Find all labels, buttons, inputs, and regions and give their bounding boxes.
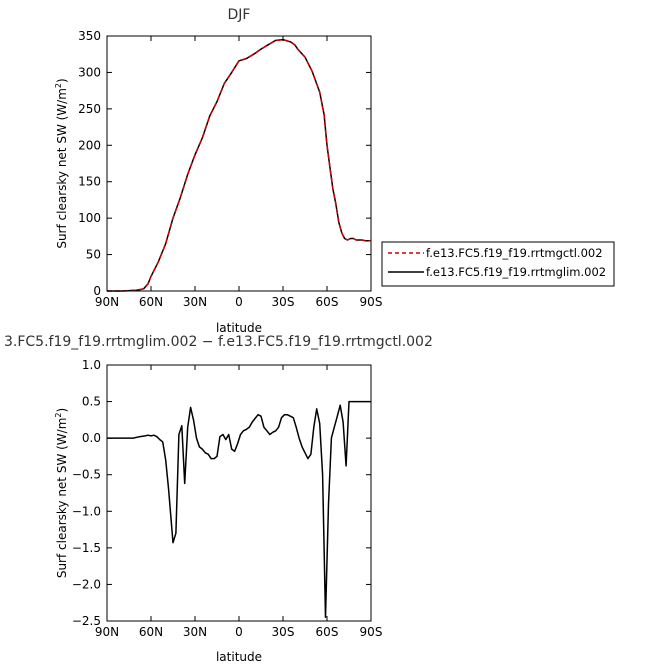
top-y-axis-title-main: Surf clearsky net SW (W/m — [55, 88, 69, 249]
bottom-ytick-label: −2.0 — [72, 577, 101, 591]
bottom-ytick-label: −1.5 — [72, 541, 101, 555]
bottom-y-axis-title-sup: 2 — [54, 413, 63, 418]
bottom-xtick-label: 90N — [95, 625, 119, 639]
top-xtick-label: 60S — [316, 295, 339, 309]
bottom-y-axis-title-main: Surf clearsky net SW (W/m — [55, 418, 69, 579]
top-plot-frame — [106, 35, 372, 292]
panel-bottom: 3.FC5.f19_f19.rrtmglim.002 − f.e13.FC5.f… — [4, 334, 433, 664]
bottom-plot-frame — [106, 364, 372, 622]
top-xtick-label: 0 — [235, 295, 243, 309]
bottom-tick-labels: 90N 60N 30N 0 30S 60S 90S 1.0 0.5 0.0 −0.5 −1.0 −1.5… — [72, 358, 383, 639]
bottom-xtick-label: 90S — [360, 625, 383, 639]
top-ytick-label: 150 — [78, 175, 101, 189]
bottom-ytick-label: 0.5 — [82, 395, 101, 409]
bottom-series-line-0 — [107, 400, 371, 619]
top-tick-labels: 90N 60N 30N 0 30S 60S 90S 0 50 100 150 200 250 300 350 — [78, 29, 382, 309]
top-ytick-label: 50 — [86, 248, 101, 262]
top-ytick-label: 300 — [78, 65, 101, 79]
top-ytick-label: 250 — [78, 102, 101, 116]
top-xtick-label: 30N — [183, 295, 207, 309]
bottom-xtick-label: 60S — [316, 625, 339, 639]
top-y-axis-title-sup: 2 — [54, 83, 63, 88]
bottom-ytick-label: −2.5 — [72, 614, 101, 628]
bottom-x-axis-title: latitude — [216, 650, 262, 664]
top-chart-title: DJF — [228, 7, 251, 23]
top-y-axis-title: Surf clearsky net SW (W/m2) — [54, 78, 69, 248]
top-xtick-label: 60N — [139, 295, 163, 309]
top-ytick-label: 350 — [78, 29, 101, 43]
bottom-y-axis-title-tail: ) — [55, 408, 69, 413]
legend: f.e13.FC5.f19_f19.rrtmgctl.002 f.e13.FC5… — [381, 241, 615, 287]
top-series-line-1 — [107, 38, 371, 292]
bottom-xtick-label: 60N — [139, 625, 163, 639]
top-series-group — [107, 38, 371, 292]
bottom-ytick-label: −0.5 — [72, 468, 101, 482]
legend-label-ctl: f.e13.FC5.f19_f19.rrtmgctl.002 — [426, 246, 603, 260]
bottom-series-group — [107, 400, 371, 619]
top-y-axis-title-tail: ) — [55, 78, 69, 83]
top-axis-ticks — [106, 35, 372, 292]
legend-box — [381, 241, 615, 287]
top-xtick-label: 90S — [360, 295, 383, 309]
bottom-xtick-label: 30S — [272, 625, 295, 639]
top-xtick-label: 30S — [272, 295, 295, 309]
bottom-xtick-label: 0 — [235, 625, 243, 639]
top-ytick-label: 200 — [78, 138, 101, 152]
bottom-ytick-label: 1.0 — [82, 358, 101, 372]
bottom-y-axis-title: Surf clearsky net SW (W/m2) — [54, 408, 69, 578]
top-x-axis-title: latitude — [216, 321, 262, 335]
legend-label-lim: f.e13.FC5.f19_f19.rrtmglim.002 — [426, 265, 606, 279]
bottom-xtick-label: 30N — [183, 625, 207, 639]
top-xtick-label: 90N — [95, 295, 119, 309]
top-ytick-label: 0 — [93, 284, 101, 298]
bottom-chart-title: 3.FC5.f19_f19.rrtmglim.002 − f.e13.FC5.f… — [4, 334, 433, 350]
bottom-axis-ticks — [106, 364, 372, 622]
bottom-ytick-label: −1.0 — [72, 504, 101, 518]
bottom-ytick-label: 0.0 — [82, 431, 101, 445]
top-ytick-label: 100 — [78, 211, 101, 225]
top-series-line-0 — [107, 38, 371, 292]
panel-top: DJF 90N 60N 30N 0 30S 60S 90S 0 50 100 150 200 250 30… — [54, 7, 382, 335]
